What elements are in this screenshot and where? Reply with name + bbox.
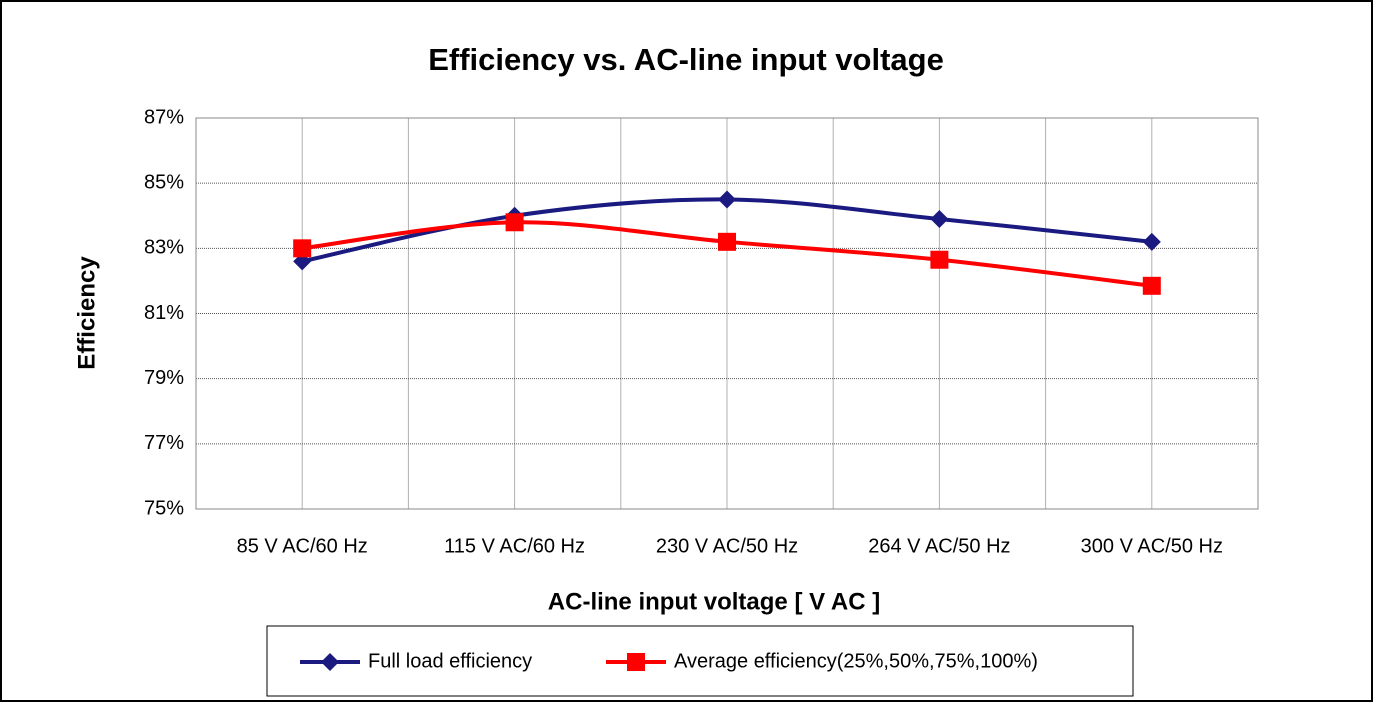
y-tick-label: 79% bbox=[144, 367, 184, 389]
y-tick-label: 83% bbox=[144, 237, 184, 259]
marker bbox=[930, 250, 949, 269]
marker bbox=[1142, 232, 1161, 251]
marker bbox=[718, 190, 736, 209]
x-tick-label: 115 V AC/60 Hz bbox=[444, 535, 585, 557]
legend-marker bbox=[627, 653, 645, 671]
legend-label: Full load efficiency bbox=[368, 650, 532, 672]
legend-marker bbox=[321, 653, 339, 671]
marker bbox=[930, 210, 949, 229]
y-tick-label: 75% bbox=[144, 497, 184, 519]
legend-label: Average efficiency(25%,50%,75%,100%) bbox=[674, 650, 1038, 672]
chart-title: Efficiency vs. AC-line input voltage bbox=[428, 42, 944, 77]
marker bbox=[505, 213, 524, 232]
legend-box bbox=[266, 625, 1134, 697]
y-tick-label: 87% bbox=[144, 106, 184, 128]
marker bbox=[293, 239, 312, 258]
y-tick-label: 81% bbox=[144, 302, 184, 324]
marker bbox=[1142, 276, 1161, 295]
x-tick-label: 300 V AC/50 Hz bbox=[1081, 535, 1223, 557]
y-axis-label: Efficiency bbox=[73, 256, 100, 370]
plot-frame bbox=[195, 117, 1259, 510]
x-axis-label: AC-line input voltage [ V AC ] bbox=[548, 588, 880, 615]
y-tick-label: 77% bbox=[144, 432, 184, 454]
x-tick-label: 230 V AC/50 Hz bbox=[656, 535, 798, 557]
marker bbox=[718, 232, 736, 251]
x-tick-label: 85 V AC/60 Hz bbox=[237, 535, 368, 557]
x-tick-label: 264 V AC/50 Hz bbox=[868, 535, 1010, 557]
y-tick-label: 85% bbox=[144, 171, 184, 193]
